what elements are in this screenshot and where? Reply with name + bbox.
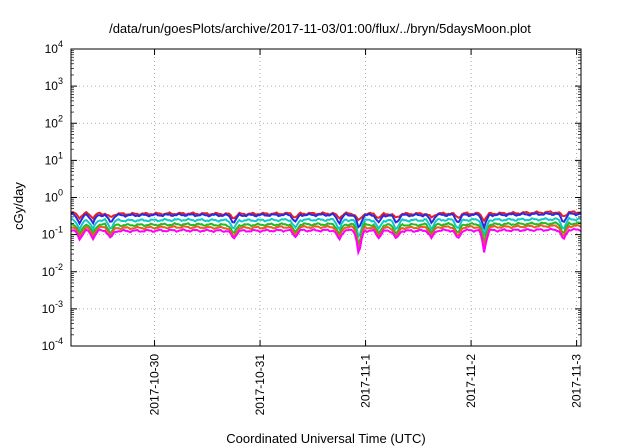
chart-title: /data/run/goesPlots/archive/2017-11-03/0… <box>109 21 531 36</box>
series-line-2 <box>70 211 582 231</box>
y-axis-label: cGy/day <box>11 182 26 230</box>
y-tick-label: 10-3 <box>42 299 63 316</box>
x-tick-label: 2017-10-30 <box>148 354 162 416</box>
series-line-5 <box>70 224 582 252</box>
x-tick-label: 2017-11-3 <box>570 354 584 408</box>
x-tick-label: 2017-10-31 <box>253 354 267 416</box>
series-line-4 <box>70 221 582 247</box>
y-tick-label: 104 <box>45 39 63 56</box>
grid <box>71 49 581 346</box>
y-tick-label: 100 <box>45 188 63 205</box>
series-layer <box>70 210 582 256</box>
x-tick-label: 2017-11-1 <box>359 354 373 408</box>
y-tick-label: 10-2 <box>42 262 63 279</box>
series-line-6 <box>70 227 582 256</box>
series-line-3 <box>70 216 582 239</box>
y-tick-label: 101 <box>45 150 63 167</box>
y-tick-label: 10-1 <box>42 225 63 242</box>
y-tick-label: 102 <box>45 113 63 130</box>
x-axis-label: Coordinated Universal Time (UTC) <box>226 431 425 446</box>
y-tick-label: 103 <box>45 76 63 93</box>
y-tick-label: 10-4 <box>42 336 63 353</box>
x-tick-label: 2017-11-2 <box>464 354 478 408</box>
axes: 10-4 10-3 10-2 10-1 100 101 102 103 104 2017-10-3… <box>42 39 584 415</box>
